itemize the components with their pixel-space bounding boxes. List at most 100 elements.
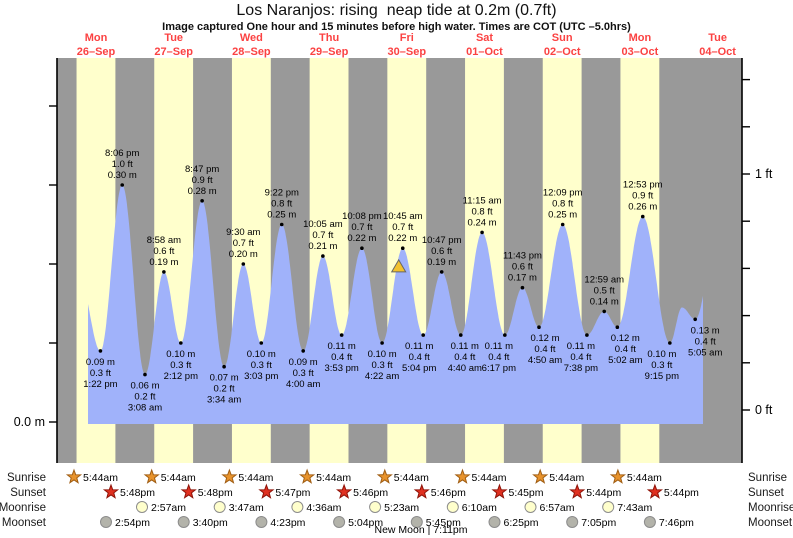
moonset-time: 3:40pm bbox=[193, 517, 228, 529]
svg-text:0.09 m: 0.09 m bbox=[86, 357, 115, 368]
sunrise-icon bbox=[143, 468, 160, 484]
svg-text:0.3 ft: 0.3 ft bbox=[90, 368, 111, 379]
tide-extreme-dot bbox=[693, 317, 697, 322]
svg-text:0.30 m: 0.30 m bbox=[108, 170, 137, 181]
svg-text:0.12 m: 0.12 m bbox=[611, 333, 640, 344]
tide-extreme-dot bbox=[421, 333, 426, 337]
tide-area bbox=[88, 185, 703, 424]
moonrise-time: 6:10am bbox=[462, 502, 497, 514]
moonset-time: 7:05pm bbox=[581, 517, 616, 529]
moonset-icon bbox=[566, 516, 579, 528]
svg-text:0.7 ft: 0.7 ft bbox=[312, 230, 333, 241]
astro-row-label-left: Moonrise bbox=[0, 502, 46, 514]
tide-extreme-dot bbox=[537, 325, 541, 330]
date-label: 29–Sep bbox=[310, 46, 349, 58]
astro-row-label-left: Moonset bbox=[2, 517, 47, 529]
svg-text:0.4 ft: 0.4 ft bbox=[488, 352, 509, 363]
svg-text:0.8 ft: 0.8 ft bbox=[472, 206, 493, 217]
tide-extreme-label-low: 0.10 m0.3 ft4:22 am bbox=[365, 349, 399, 382]
date-label: 26–Sep bbox=[77, 46, 116, 58]
sunset-time: 5:47pm bbox=[275, 487, 310, 499]
tide-extreme-dot bbox=[339, 333, 344, 337]
sunrise-icon bbox=[221, 468, 238, 484]
svg-text:0.6 ft: 0.6 ft bbox=[153, 246, 174, 257]
svg-text:0.4 ft: 0.4 ft bbox=[615, 344, 636, 355]
sunset-time: 5:48pm bbox=[120, 487, 155, 499]
tide-extreme-label-low: 0.11 m0.4 ft4:40 am bbox=[448, 341, 482, 374]
date-label: 30–Sep bbox=[388, 46, 427, 58]
sunrise-time: 5:44am bbox=[394, 472, 429, 484]
tide-extreme-dot bbox=[120, 183, 125, 187]
svg-text:5:04 pm: 5:04 pm bbox=[402, 363, 436, 374]
moonrise-time: 2:57am bbox=[151, 502, 186, 514]
tide-extreme-dot bbox=[503, 333, 507, 337]
sunset-icon bbox=[491, 483, 508, 499]
tide-extreme-dot bbox=[98, 349, 103, 353]
page-title: Los Naranjos: rising neap tide at 0.2m (… bbox=[236, 2, 557, 19]
sunrise-icon bbox=[299, 468, 316, 484]
moonset-icon bbox=[333, 516, 346, 528]
svg-text:0.4 ft: 0.4 ft bbox=[695, 336, 716, 347]
moonrise-icon bbox=[446, 501, 459, 513]
astro-row-label-right: Moonset bbox=[748, 517, 793, 529]
moonset-icon bbox=[488, 516, 501, 528]
tide-extreme-label-low: 0.11 m0.4 ft7:38 pm bbox=[564, 341, 598, 374]
tide-extreme-dot bbox=[241, 262, 246, 266]
svg-text:0.26 m: 0.26 m bbox=[628, 202, 657, 213]
day-label: Wed bbox=[240, 32, 263, 44]
svg-text:9:22 pm: 9:22 pm bbox=[265, 188, 299, 199]
svg-text:4:22 am: 4:22 am bbox=[365, 371, 399, 382]
svg-text:5:05 am: 5:05 am bbox=[688, 347, 722, 358]
tide-extreme-label-high: 10:08 pm0.7 ft0.22 m bbox=[342, 211, 382, 244]
svg-text:0.4 ft: 0.4 ft bbox=[570, 352, 591, 363]
tide-extreme-label-high: 10:45 am0.7 ft0.22 m bbox=[383, 211, 423, 244]
svg-text:11:15 am: 11:15 am bbox=[463, 195, 502, 206]
svg-text:8:58 am: 8:58 am bbox=[147, 235, 181, 246]
tide-extreme-dot bbox=[640, 214, 645, 219]
moonset-time: 7:46pm bbox=[659, 517, 694, 529]
tide-extreme-label-low: 0.10 m0.3 ft2:12 pm bbox=[164, 349, 198, 382]
date-label: 28–Sep bbox=[232, 46, 271, 58]
svg-text:0.10 m: 0.10 m bbox=[166, 349, 195, 360]
moonset-time: 6:25pm bbox=[504, 517, 539, 529]
svg-text:4:00 am: 4:00 am bbox=[286, 379, 320, 390]
moonrise-icon bbox=[291, 501, 304, 513]
svg-text:0.24 m: 0.24 m bbox=[468, 217, 497, 228]
astro-row-label-left: Sunrise bbox=[7, 472, 46, 484]
tide-extreme-dot bbox=[615, 325, 620, 330]
tide-extreme-label-high: 8:58 am0.6 ft0.19 m bbox=[147, 235, 181, 268]
svg-text:1.0 ft: 1.0 ft bbox=[112, 159, 133, 170]
day-label: Mon bbox=[85, 32, 108, 44]
svg-text:3:53 pm: 3:53 pm bbox=[324, 363, 358, 374]
svg-text:0.7 ft: 0.7 ft bbox=[392, 222, 413, 233]
sunrise-time: 5:44am bbox=[238, 472, 273, 484]
sunset-icon bbox=[646, 483, 663, 499]
svg-text:12:53 pm: 12:53 pm bbox=[623, 180, 663, 191]
tide-extreme-label-high: 10:05 am0.7 ft0.21 m bbox=[303, 219, 343, 252]
sunrise-time: 5:44am bbox=[627, 472, 662, 484]
svg-text:0.22 m: 0.22 m bbox=[347, 233, 376, 244]
svg-text:0.4 ft: 0.4 ft bbox=[534, 344, 555, 355]
tide-extreme-label-low: 0.11 m0.4 ft5:04 pm bbox=[402, 341, 436, 374]
svg-text:0.3 ft: 0.3 ft bbox=[651, 360, 672, 371]
svg-text:0.5 ft: 0.5 ft bbox=[594, 285, 615, 296]
sunset-time: 5:44pm bbox=[586, 487, 621, 499]
moonrise-icon bbox=[524, 501, 537, 513]
tide-extreme-dot bbox=[143, 372, 147, 377]
svg-text:9:30 am: 9:30 am bbox=[226, 227, 260, 238]
tide-extreme-label-high: 9:22 pm0.8 ft0.25 m bbox=[265, 188, 299, 221]
svg-text:0.12 m: 0.12 m bbox=[530, 333, 559, 344]
sunrise-time: 5:44am bbox=[472, 472, 507, 484]
current-time-marker bbox=[390, 258, 407, 273]
svg-text:0.9 ft: 0.9 ft bbox=[632, 191, 653, 202]
sunset-icon bbox=[102, 483, 120, 499]
tide-extreme-label-low: 0.09 m0.3 ft1:22 pm bbox=[83, 357, 117, 390]
tide-extreme-dot bbox=[259, 341, 264, 345]
svg-text:0.14 m: 0.14 m bbox=[590, 296, 619, 307]
tide-extreme-label-low: 0.10 m0.3 ft9:15 pm bbox=[645, 349, 679, 382]
sunset-time: 5:46pm bbox=[431, 487, 466, 499]
date-label: 01–Oct bbox=[466, 46, 503, 58]
svg-text:8:06 pm: 8:06 pm bbox=[105, 148, 139, 159]
svg-text:10:45 am: 10:45 am bbox=[383, 211, 423, 222]
